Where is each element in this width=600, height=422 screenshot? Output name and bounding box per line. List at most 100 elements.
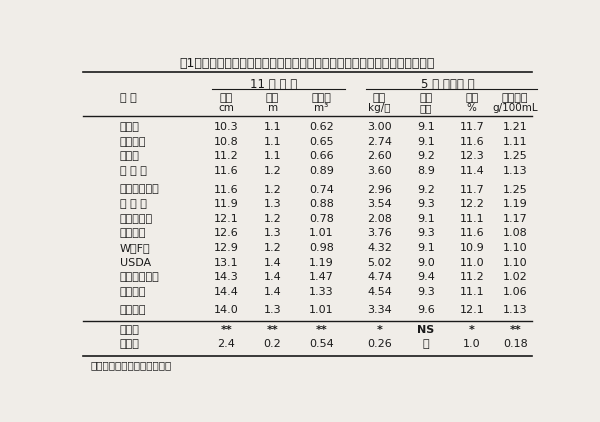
Text: 3.00: 3.00 <box>367 122 392 132</box>
Text: 0.54: 0.54 <box>309 339 334 349</box>
Text: 10.3: 10.3 <box>214 122 238 132</box>
Text: Ｌｓｄ: Ｌｓｄ <box>120 339 140 349</box>
Text: 8.9: 8.9 <box>417 166 435 176</box>
Text: －: － <box>423 339 430 349</box>
Text: ラ ン ス: ラ ン ス <box>120 199 147 209</box>
Text: 9.1: 9.1 <box>417 137 435 147</box>
Text: トロイヤ: トロイヤ <box>120 306 146 315</box>
Text: 11.2: 11.2 <box>214 151 239 161</box>
Text: m³: m³ <box>314 103 329 113</box>
Text: 11.7: 11.7 <box>460 184 484 195</box>
Text: 9.2: 9.2 <box>417 184 435 195</box>
Text: g/100mL: g/100mL <box>493 103 538 113</box>
Text: m: m <box>268 103 278 113</box>
Text: 11.1: 11.1 <box>460 214 484 224</box>
Text: 9.3: 9.3 <box>417 199 435 209</box>
Text: 9.0: 9.0 <box>417 258 435 268</box>
Text: 9.3: 9.3 <box>417 228 435 238</box>
Text: 1.21: 1.21 <box>503 122 527 132</box>
Text: 9.1: 9.1 <box>417 214 435 224</box>
Text: 12.1: 12.1 <box>214 214 239 224</box>
Text: 1.19: 1.19 <box>309 258 334 268</box>
Text: 1.2: 1.2 <box>264 166 281 176</box>
Text: 糖度: 糖度 <box>465 93 478 103</box>
Text: 1.4: 1.4 <box>264 287 281 297</box>
Text: 14.0: 14.0 <box>214 306 239 315</box>
Text: *: * <box>377 325 383 335</box>
Text: W　F＊: W F＊ <box>120 243 151 253</box>
Text: 2.60: 2.60 <box>367 151 392 161</box>
Text: 3.34: 3.34 <box>367 306 392 315</box>
Text: 12.2: 12.2 <box>460 199 484 209</box>
Text: 着色: 着色 <box>419 93 433 103</box>
Text: 1.25: 1.25 <box>503 184 527 195</box>
Text: 9.3: 9.3 <box>417 287 435 297</box>
Text: **: ** <box>220 325 232 335</box>
Text: 1.25: 1.25 <box>503 151 527 161</box>
Text: 3.60: 3.60 <box>367 166 392 176</box>
Text: kg/本: kg/本 <box>368 103 391 113</box>
Text: 0.98: 0.98 <box>309 243 334 253</box>
Text: 3.76: 3.76 <box>367 228 392 238</box>
Text: 大　葉: 大 葉 <box>120 151 140 161</box>
Text: 表1　各種カラタチ系統台木の違いが青島温州の生育及び品質に及ぼす影響: 表1 各種カラタチ系統台木の違いが青島温州の生育及び品質に及ぼす影響 <box>180 57 435 70</box>
Text: 11.6: 11.6 <box>460 228 484 238</box>
Text: 11.4: 11.4 <box>460 166 484 176</box>
Text: 12.3: 12.3 <box>460 151 484 161</box>
Text: 1.17: 1.17 <box>503 214 527 224</box>
Text: 1.13: 1.13 <box>503 306 527 315</box>
Text: 11.2: 11.2 <box>460 272 484 282</box>
Text: 0.66: 0.66 <box>309 151 334 161</box>
Text: 12.9: 12.9 <box>214 243 239 253</box>
Text: 14.3: 14.3 <box>214 272 239 282</box>
Text: 1.13: 1.13 <box>503 166 527 176</box>
Text: 1.1: 1.1 <box>264 137 281 147</box>
Text: **: ** <box>316 325 328 335</box>
Text: *: * <box>469 325 475 335</box>
Text: USDA: USDA <box>120 258 151 268</box>
Text: 1.19: 1.19 <box>503 199 527 209</box>
Text: ＊：ウェーバーフォーセット: ＊：ウェーバーフォーセット <box>91 360 172 370</box>
Text: 1.1: 1.1 <box>264 151 281 161</box>
Text: 樹高: 樹高 <box>266 93 279 103</box>
Text: 5.02: 5.02 <box>367 258 392 268</box>
Text: 1.47: 1.47 <box>309 272 334 282</box>
Text: 4.74: 4.74 <box>367 272 392 282</box>
Text: 9.1: 9.1 <box>417 243 435 253</box>
Text: ポメロイ: ポメロイ <box>120 287 146 297</box>
Text: 3.54: 3.54 <box>367 199 392 209</box>
Text: 4.54: 4.54 <box>367 287 392 297</box>
Text: 2.4: 2.4 <box>217 339 235 349</box>
Text: 9.2: 9.2 <box>417 151 435 161</box>
Text: 1.11: 1.11 <box>503 137 527 147</box>
Text: 和 歌 山: 和 歌 山 <box>120 166 147 176</box>
Text: 1.2: 1.2 <box>264 184 281 195</box>
Text: 1.3: 1.3 <box>264 199 281 209</box>
Text: 1.33: 1.33 <box>309 287 334 297</box>
Text: ヒリュウ: ヒリュウ <box>120 137 146 147</box>
Text: 1.01: 1.01 <box>309 306 334 315</box>
Text: 1.2: 1.2 <box>264 243 281 253</box>
Text: 2.74: 2.74 <box>367 137 392 147</box>
Text: 1.08: 1.08 <box>503 228 527 238</box>
Text: ディビス: ディビス <box>120 228 146 238</box>
Text: 11.9: 11.9 <box>214 199 239 209</box>
Text: 0.78: 0.78 <box>309 214 334 224</box>
Text: 11.7: 11.7 <box>460 122 484 132</box>
Text: 10.9: 10.9 <box>460 243 484 253</box>
Text: 11.6: 11.6 <box>214 166 238 176</box>
Text: 1.3: 1.3 <box>264 228 281 238</box>
Text: 有意性: 有意性 <box>120 325 140 335</box>
Text: 0.62: 0.62 <box>309 122 334 132</box>
Text: 1.02: 1.02 <box>503 272 527 282</box>
Text: 0.18: 0.18 <box>503 339 527 349</box>
Text: 4.32: 4.32 <box>367 243 392 253</box>
Text: 0.88: 0.88 <box>309 199 334 209</box>
Text: ロブスター－: ロブスター－ <box>120 184 160 195</box>
Text: 12.1: 12.1 <box>460 306 484 315</box>
Text: 栃　本: 栃 本 <box>120 122 140 132</box>
Text: 1.10: 1.10 <box>503 243 527 253</box>
Text: 13.1: 13.1 <box>214 258 238 268</box>
Text: クエン酸: クエン酸 <box>502 93 529 103</box>
Text: 11.1: 11.1 <box>460 287 484 297</box>
